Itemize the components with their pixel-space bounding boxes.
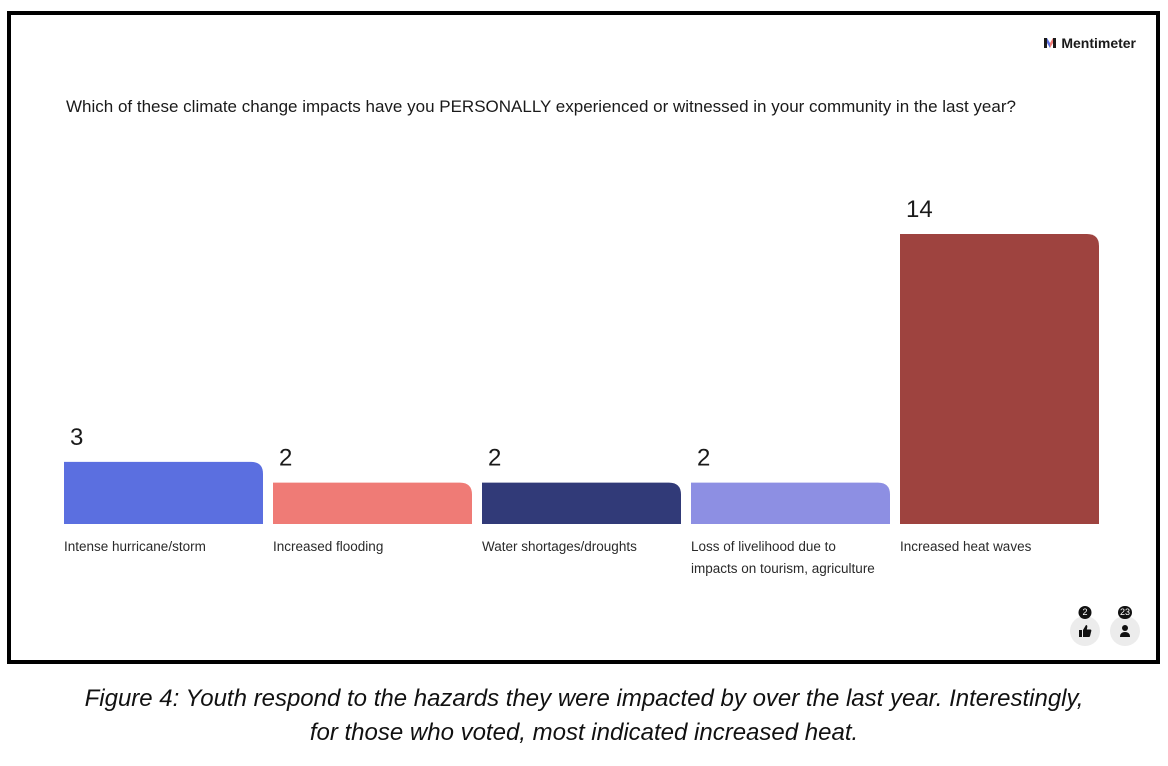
bar-chart: 3 Intense hurricane/storm 2 Increased flood… [64, 196, 1099, 576]
participants-button[interactable]: 23 [1110, 606, 1140, 646]
bar-1 [64, 461, 263, 524]
person-icon [1120, 625, 1130, 637]
thumbs-up-icon [1079, 625, 1092, 637]
category-label: Water shortages/droughts [482, 539, 637, 554]
mentimeter-logo-icon [1044, 38, 1057, 48]
footer-stats: 2 23 [1070, 606, 1140, 646]
category-label: Increased flooding [273, 539, 383, 554]
bar-value-label: 2 [697, 445, 710, 472]
category-label: Intense hurricane/storm [64, 539, 206, 554]
presentation-slide: Mentimeter Which of these climate change… [7, 11, 1160, 664]
participants-count: 23 [1117, 606, 1133, 619]
bar-value-label: 3 [70, 424, 83, 451]
bar-value-label: 2 [488, 445, 501, 472]
category-label: Increased heat waves [900, 539, 1032, 554]
bar-5 [900, 234, 1099, 524]
caption-line-1: Figure 4: Youth respond to the hazards t… [84, 685, 1084, 712]
brand-name: Mentimeter [1061, 35, 1136, 51]
figure-caption: Figure 4: Youth respond to the hazards t… [0, 682, 1168, 750]
caption-line-2: for those who voted, most indicated incr… [309, 719, 859, 746]
bar-value-label: 2 [279, 445, 292, 472]
reactions-button[interactable]: 2 [1070, 606, 1100, 646]
brand-logo: Mentimeter [1044, 35, 1136, 51]
bar-value-label: 14 [906, 196, 933, 223]
bar-3 [482, 482, 681, 524]
question-title: Which of these climate change impacts ha… [66, 97, 1016, 116]
bar-2 [273, 482, 472, 524]
reactions-count: 2 [1078, 606, 1092, 619]
category-label: Loss of livelihood due to impacts on tour… [691, 539, 875, 576]
bar-4 [691, 482, 890, 524]
